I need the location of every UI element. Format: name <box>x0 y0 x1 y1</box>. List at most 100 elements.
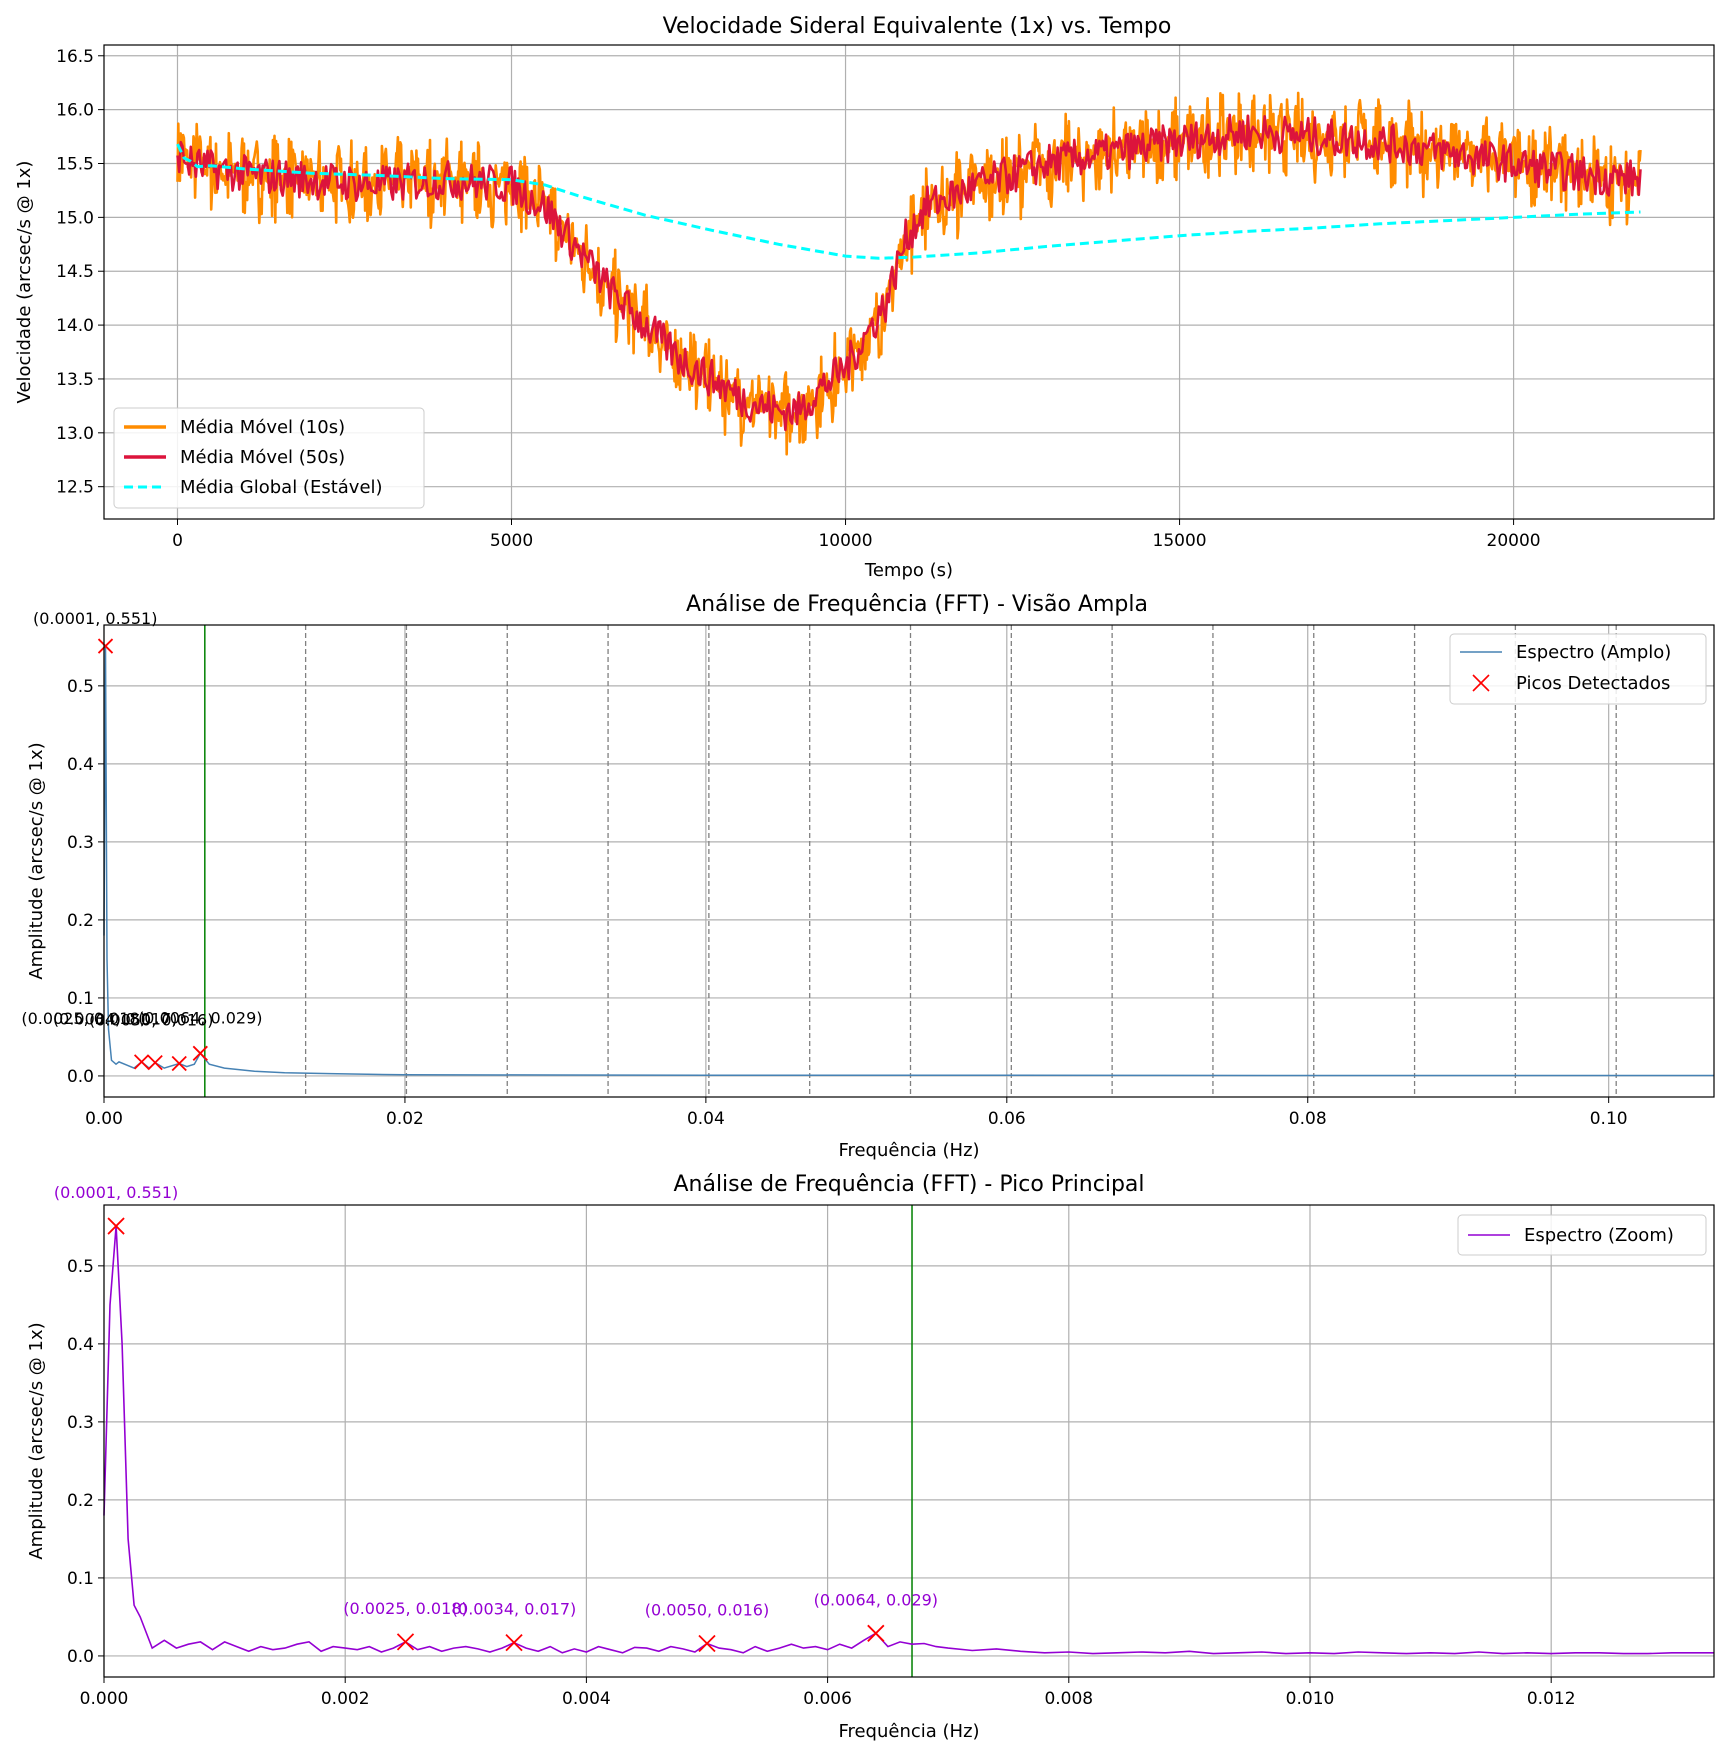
peak-annotation: (0.0034, 0.017) <box>53 1010 177 1029</box>
fft-zoom-xtick-label: 0.000 <box>80 1689 129 1709</box>
peak-annotation: (0.0064, 0.029) <box>138 1008 262 1027</box>
peak-annotation: (0.0034, 0.017) <box>452 1600 576 1619</box>
fft-zoom-ytick-label: 0.5 <box>67 1257 94 1277</box>
fft-zoom-chart: Análise de Frequência (FFT) - Pico Princ… <box>26 1172 1715 1742</box>
fft-wide-xtick-label: 0.10 <box>1590 1109 1628 1129</box>
fft-zoom-xtick-label: 0.006 <box>803 1689 852 1709</box>
legend-label-spectrum-wide: Espectro (Amplo) <box>1516 642 1671 663</box>
fft-wide-ticks: 0.00 0.02 0.04 0.06 0.08 0.10 0.0 0.1 0.2 0.3 0.4 0… <box>67 677 1628 1129</box>
velocity-ytick-label: 12.5 <box>56 478 94 498</box>
fft-zoom-grid <box>103 1205 1714 1677</box>
peak-marker <box>867 1624 885 1642</box>
fft-wide-xtick-label: 0.08 <box>1289 1109 1327 1129</box>
peak-marker <box>192 1045 208 1061</box>
series-ma50-line <box>176 113 1642 432</box>
fft-zoom-ytick-label: 0.3 <box>67 1413 94 1433</box>
fft-zoom-ytick-label: 0.1 <box>67 1569 94 1589</box>
fft-wide-ytick-label: 0.0 <box>67 1067 94 1087</box>
velocity-ytick-label: 15.0 <box>56 208 94 228</box>
fft-wide-ytick-label: 0.4 <box>67 755 94 775</box>
peak-marker-stroke-b <box>107 1217 125 1235</box>
velocity-legend-box <box>113 407 425 509</box>
peak-marker <box>133 1054 150 1070</box>
fft-zoom-xtick-label: 0.012 <box>1527 1689 1576 1709</box>
fft-wide-series: (0.0001, 0.551) (0.0025, 0.018)(0.0034, 0… <box>21 609 1714 1097</box>
fft-wide-ytick-label: 0.1 <box>67 989 94 1009</box>
peak-marker <box>97 638 114 654</box>
fft-zoom-ylabel: Amplitude (arcsec/s @ 1x) <box>26 1322 47 1559</box>
fft-wide-chart: Análise de Frequência (FFT) - Visão Ampl… <box>21 592 1715 1161</box>
legend-label-ma50: Média Móvel (50s) <box>180 447 345 468</box>
fft-zoom-xtick-label: 0.008 <box>1044 1689 1093 1709</box>
fft-wide-xtick-label: 0.00 <box>85 1109 123 1129</box>
fft-zoom-xtick-label: 0.004 <box>562 1689 611 1709</box>
velocity-ylabel: Velocidade (arcsec/s @ 1x) <box>14 161 35 404</box>
velocity-ytick-label: 14.5 <box>56 262 94 282</box>
peak-annotation: (0.0050, 0.016) <box>645 1600 769 1619</box>
peak-annotation: (0.0001, 0.551) <box>54 1183 178 1202</box>
velocity-xtick-label: 10000 <box>818 531 872 551</box>
velocity-ticks: 0 5000 10000 15000 20000 12.5 13.0 13.5 14.0 14.5… <box>56 47 1540 551</box>
velocity-axes-frame <box>103 44 1715 520</box>
legend-label-global: Média Global (Estável) <box>180 477 383 498</box>
legend-label-peaks: Picos Detectados <box>1516 673 1670 694</box>
fft-wide-legend: Espectro (Amplo) Picos Detectados <box>1449 633 1707 705</box>
peak-annotation: (0.0025, 0.018) <box>21 1009 145 1028</box>
legend-label-spectrum-zoom: Espectro (Zoom) <box>1524 1225 1674 1246</box>
velocity-ytick-label: 16.0 <box>56 101 94 121</box>
velocity-ytick-label: 14.0 <box>56 316 94 336</box>
velocity-chart-title: Velocidade Sideral Equivalente (1x) vs. … <box>663 14 1172 39</box>
fft-zoom-ticks: 0.000 0.002 0.004 0.006 0.008 0.010 0.012 0.0 0.… <box>67 1257 1576 1709</box>
peak-marker-stroke-b <box>867 1624 885 1642</box>
fft-zoom-legend-box <box>1457 1214 1707 1256</box>
fft-wide-ytick-label: 0.3 <box>67 833 94 853</box>
fft-wide-xtick-label: 0.06 <box>988 1109 1026 1129</box>
legend-label-ma10: Média Móvel (10s) <box>180 417 345 438</box>
fft-zoom-ytick-label: 0.4 <box>67 1335 94 1355</box>
velocity-ytick-label: 13.0 <box>56 424 94 444</box>
fft-zoom-ytick-label: 0.2 <box>67 1491 94 1511</box>
fft-zoom-series: (0.0001, 0.551) (0.0025, 0.018)(0.0034, 0… <box>54 1183 1714 1677</box>
peak-annotation: (0.0064, 0.029) <box>814 1590 938 1609</box>
fft-wide-ytick-label: 0.2 <box>67 911 94 931</box>
fft-zoom-title: Análise de Frequência (FFT) - Pico Princ… <box>673 1172 1144 1197</box>
velocity-grid <box>104 45 1714 519</box>
fft-wide-ylabel: Amplitude (arcsec/s @ 1x) <box>26 742 47 979</box>
peak-marker <box>107 1217 125 1235</box>
peak-marker-stroke-b <box>171 1055 187 1072</box>
velocity-ytick-label: 13.5 <box>56 370 94 390</box>
series-global-line <box>176 143 1641 260</box>
peak-marker-stroke-b <box>505 1634 523 1652</box>
velocity-xtick-label: 5000 <box>490 531 533 551</box>
fft-wide-xtick-label: 0.02 <box>386 1109 424 1129</box>
velocity-series <box>176 91 1642 456</box>
peak-marker <box>147 1055 163 1071</box>
peak-marker <box>505 1634 523 1652</box>
fft-wide-axes-frame <box>103 624 1715 1098</box>
fft-wide-title: Análise de Frequência (FFT) - Visão Ampl… <box>686 592 1148 617</box>
peak-marker-stroke-b <box>147 1055 163 1071</box>
fft-zoom-axes-frame <box>103 1204 1715 1678</box>
velocity-xtick-label: 20000 <box>1487 531 1541 551</box>
peak-annotation: (0.0025, 0.018) <box>343 1599 467 1618</box>
peak-marker-stroke-b <box>133 1054 150 1070</box>
velocity-xtick-label: 0 <box>172 531 183 551</box>
series-ma10-line <box>176 91 1642 456</box>
fft-zoom-xlabel: Frequência (Hz) <box>838 1721 979 1742</box>
fft-wide-xtick-label: 0.04 <box>687 1109 725 1129</box>
peak-annotation: (0.0050, 0.016) <box>89 1010 213 1029</box>
velocity-xtick-label: 15000 <box>1153 531 1207 551</box>
peak-marker-stroke-b <box>396 1633 415 1651</box>
peak-marker <box>171 1055 187 1072</box>
velocity-ytick-label: 16.5 <box>56 47 94 67</box>
fft-zoom-xtick-label: 0.002 <box>321 1689 370 1709</box>
peak-annotation: (0.0001, 0.551) <box>33 609 157 628</box>
peak-marker-stroke-b <box>192 1045 208 1061</box>
fft-zoom-legend: Espectro (Zoom) <box>1457 1214 1707 1256</box>
velocity-legend: Média Móvel (10s) Média Móvel (50s) Médi… <box>113 407 425 509</box>
peak-marker <box>698 1634 716 1653</box>
fft-zoom-xtick-label: 0.010 <box>1286 1689 1335 1709</box>
fft-wide-xlabel: Frequência (Hz) <box>838 1140 979 1161</box>
